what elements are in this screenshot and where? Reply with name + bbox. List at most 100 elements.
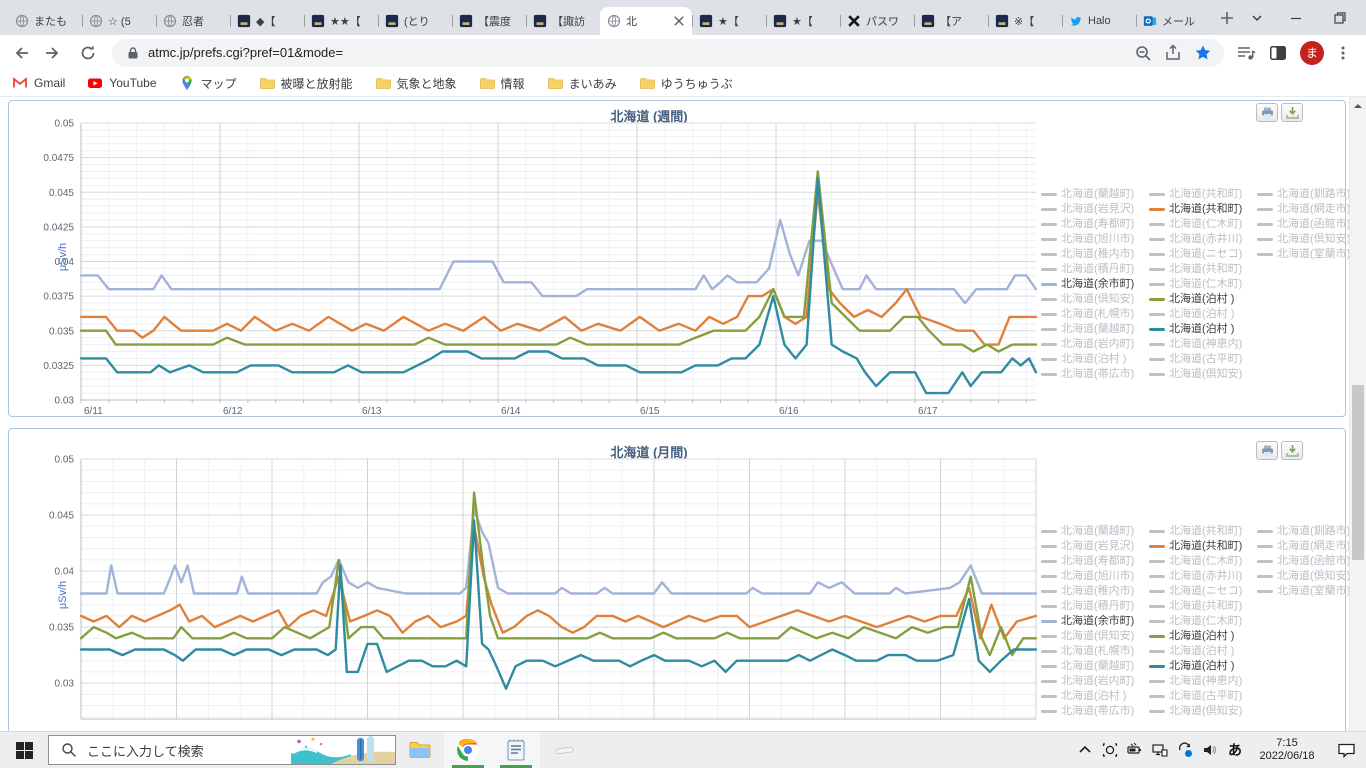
legend-item[interactable]: 北海道(泊村 ) <box>1149 307 1249 322</box>
speaker-icon[interactable] <box>1197 732 1222 768</box>
taskbar-app-notepad[interactable] <box>492 732 540 768</box>
zoom-indicator-icon[interactable] <box>1134 44 1152 62</box>
ime-indicator[interactable]: あ <box>1228 742 1242 758</box>
tab[interactable]: 忍者 <box>156 7 230 35</box>
tray-chevron-up-icon[interactable] <box>1072 732 1097 768</box>
legend-item[interactable]: 北海道(共和町) <box>1149 202 1249 217</box>
legend-item[interactable]: 北海道(蘭越町) <box>1041 524 1141 539</box>
taskbar-search-box[interactable]: ここに入力して検索 <box>48 735 396 765</box>
bookmark-maps[interactable]: マップ <box>179 75 237 92</box>
legend-item[interactable]: 北海道(旭川市) <box>1041 569 1141 584</box>
tab-search-chevron-icon[interactable] <box>1240 0 1274 35</box>
minimize-button[interactable] <box>1274 0 1318 35</box>
taskbar-app-chrome[interactable] <box>444 732 492 768</box>
legend-item[interactable]: 北海道(旭川市) <box>1041 232 1141 247</box>
network-display-icon[interactable] <box>1147 732 1172 768</box>
close-button[interactable] <box>1362 0 1366 35</box>
legend-item[interactable]: 北海道(蘭越町) <box>1041 659 1141 674</box>
legend-item[interactable]: 北海道(札幌市) <box>1041 644 1141 659</box>
legend-item[interactable]: 北海道(積丹町) <box>1041 262 1141 277</box>
legend-item[interactable]: 北海道(釧路市) <box>1257 524 1357 539</box>
legend-item[interactable]: 北海道(ニセコ) <box>1149 247 1249 262</box>
legend-item[interactable]: 北海道(釧路市) <box>1257 187 1357 202</box>
legend-item[interactable]: 北海道(倶知安) <box>1149 704 1249 719</box>
tab[interactable]: 【震度 <box>452 7 526 35</box>
bookmark-folder[interactable]: まいあみ <box>547 75 617 92</box>
legend-item[interactable]: 北海道(岩見沢) <box>1041 539 1141 554</box>
legend-item[interactable]: 北海道(共和町) <box>1149 599 1249 614</box>
legend-item[interactable]: 北海道(泊村 ) <box>1149 629 1249 644</box>
tab[interactable]: またも <box>8 7 82 35</box>
legend-item[interactable]: 北海道(共和町) <box>1149 524 1249 539</box>
back-button[interactable] <box>6 39 34 67</box>
legend-item[interactable]: 北海道(蘭越町) <box>1041 187 1141 202</box>
legend-item[interactable]: 北海道(泊村 ) <box>1041 689 1141 704</box>
legend-item[interactable]: 北海道(共和町) <box>1149 187 1249 202</box>
power-battery-icon[interactable] <box>1122 732 1147 768</box>
legend-item[interactable]: 北海道(寿都町) <box>1041 217 1141 232</box>
print-button[interactable] <box>1256 441 1278 460</box>
backup-sync-icon[interactable] <box>1172 732 1197 768</box>
legend-item[interactable]: 北海道(岩内町) <box>1041 337 1141 352</box>
legend-item[interactable]: 北海道(帯広市) <box>1041 704 1141 719</box>
legend-item[interactable]: 北海道(稚内市) <box>1041 584 1141 599</box>
print-button[interactable] <box>1256 103 1278 122</box>
bookmark-folder[interactable]: 被曝と放射能 <box>259 75 353 92</box>
tab[interactable]: ★★【 <box>304 7 378 35</box>
page-scrollbar[interactable] <box>1349 97 1366 768</box>
legend-item[interactable]: 北海道(仁木町) <box>1149 217 1249 232</box>
legend-item[interactable]: 北海道(仁木町) <box>1149 277 1249 292</box>
legend-item[interactable]: 北海道(積丹町) <box>1041 599 1141 614</box>
side-panel-icon[interactable] <box>1268 43 1288 63</box>
legend-item[interactable]: 北海道(余市町) <box>1041 277 1141 292</box>
scroll-up-arrow-icon[interactable] <box>1353 101 1363 111</box>
legend-item[interactable]: 北海道(網走市) <box>1257 539 1357 554</box>
legend-item[interactable]: 北海道(岩見沢) <box>1041 202 1141 217</box>
bookmark-folder[interactable]: 気象と地象 <box>375 75 457 92</box>
legend-item[interactable]: 北海道(古平町) <box>1149 689 1249 704</box>
tab[interactable]: ◆【 <box>230 7 304 35</box>
share-icon[interactable] <box>1164 43 1182 62</box>
legend-item[interactable]: 北海道(古平町) <box>1149 352 1249 367</box>
maximize-button[interactable] <box>1318 0 1362 35</box>
url-text[interactable]: atmc.jp/prefs.cgi?pref=01&mode= <box>148 45 344 60</box>
legend-item[interactable]: 北海道(稚内市) <box>1041 247 1141 262</box>
taskbar-app-explorer[interactable] <box>396 732 444 768</box>
legend-item[interactable]: 北海道(共和町) <box>1149 262 1249 277</box>
legend-item[interactable]: 北海道(余市町) <box>1041 614 1141 629</box>
legend-item[interactable]: 北海道(寿都町) <box>1041 554 1141 569</box>
reload-button[interactable] <box>74 39 102 67</box>
tab-close-icon[interactable] <box>673 15 685 27</box>
legend-item[interactable]: 北海道(ニセコ) <box>1149 584 1249 599</box>
legend-item[interactable]: 北海道(倶知安) <box>1257 232 1357 247</box>
action-center-icon[interactable] <box>1326 732 1366 768</box>
bookmark-folder[interactable]: 情報 <box>479 75 525 92</box>
meet-now-camera-icon[interactable] <box>1097 732 1122 768</box>
start-button[interactable] <box>0 732 48 768</box>
tab[interactable]: ※【 <box>988 7 1062 35</box>
legend-item[interactable]: 北海道(仁木町) <box>1149 614 1249 629</box>
legend-item[interactable]: 北海道(泊村 ) <box>1149 644 1249 659</box>
legend-item[interactable]: 北海道(赤井川) <box>1149 232 1249 247</box>
legend-item[interactable]: 北海道(赤井川) <box>1149 569 1249 584</box>
profile-avatar[interactable]: ま <box>1300 40 1324 65</box>
legend-item[interactable]: 北海道(泊村 ) <box>1149 292 1249 307</box>
bookmark-youtube[interactable]: YouTube <box>87 75 157 91</box>
legend-item[interactable]: 北海道(岩内町) <box>1041 674 1141 689</box>
scrollbar-thumb[interactable] <box>1352 385 1364 560</box>
legend-item[interactable]: 北海道(函館市) <box>1257 554 1357 569</box>
tab-active[interactable]: 北 <box>600 7 692 35</box>
legend-item[interactable]: 北海道(泊村 ) <box>1041 352 1141 367</box>
legend-item[interactable]: 北海道(泊村 ) <box>1149 659 1249 674</box>
legend-item[interactable]: 北海道(共和町) <box>1149 539 1249 554</box>
tab[interactable]: ★【 <box>766 7 840 35</box>
tab[interactable]: ★【 <box>692 7 766 35</box>
legend-item[interactable]: 北海道(室蘭市) <box>1257 584 1357 599</box>
tab[interactable]: メール <box>1136 7 1210 35</box>
bookmark-folder[interactable]: ゆうちゅうぶ <box>639 75 733 92</box>
legend-item[interactable]: 北海道(函館市) <box>1257 217 1357 232</box>
download-button[interactable] <box>1281 441 1303 460</box>
tab[interactable]: 【諏訪 <box>526 7 600 35</box>
legend-item[interactable]: 北海道(倶知安) <box>1041 629 1141 644</box>
legend-item[interactable]: 北海道(網走市) <box>1257 202 1357 217</box>
